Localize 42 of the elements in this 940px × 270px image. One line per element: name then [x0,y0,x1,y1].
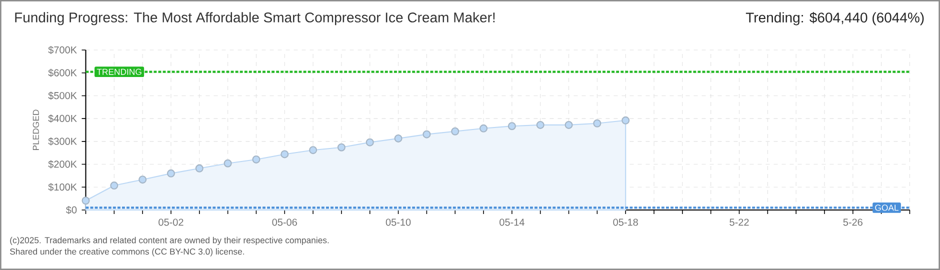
point [309,146,318,154]
x-tick-label: 05-02 [158,218,184,226]
y-axis-title: PLEDGED [32,110,39,150]
point [110,182,118,190]
ref-line-label: GOAL [875,204,899,211]
x-tick-label: 05-18 [613,218,638,226]
point [564,120,573,129]
y-tick-label: $0 [66,206,77,214]
point [252,155,260,164]
point [593,119,602,128]
y-tick-label: $100K [48,183,77,192]
point [195,164,204,172]
point [394,134,402,142]
y-tick-label: $500K [48,92,77,100]
point [622,116,630,124]
point [337,143,346,152]
chart-title: Funding Progress: The Most Affordable Smart Compressor Ice Cream Maker! [15,12,495,26]
chart-subtitle: Trending: $604,440 (6044%) [746,12,924,26]
point [508,122,516,130]
point [536,120,544,129]
x-tick-label: 5-22 [730,218,749,226]
point [366,138,374,146]
y-tick-label: $300K [48,137,77,146]
point [138,176,147,184]
text: Shared under the creative commons (CC BY-NC 3.0) license. [10,248,244,256]
point [166,169,175,178]
point [280,150,289,158]
point [422,130,431,138]
x-tick-label: 5-26 [843,218,862,226]
point [451,127,460,136]
y-tick-label: $700K [48,46,77,54]
point [224,159,232,168]
x-tick-label: 05-06 [272,218,297,226]
point [480,124,488,132]
point [82,196,90,205]
y-tick-label: $200K [48,160,77,168]
text: (c)2025. Trademarks and related content are owned by their respective companies. [10,236,329,245]
y-tick-label: $600K [48,68,77,77]
y-tick-label: $400K [48,114,77,123]
x-tick-label: 05-10 [386,218,411,226]
x-tick-label: 05-14 [500,218,524,226]
ref-line-label: TRENDING [96,68,142,75]
